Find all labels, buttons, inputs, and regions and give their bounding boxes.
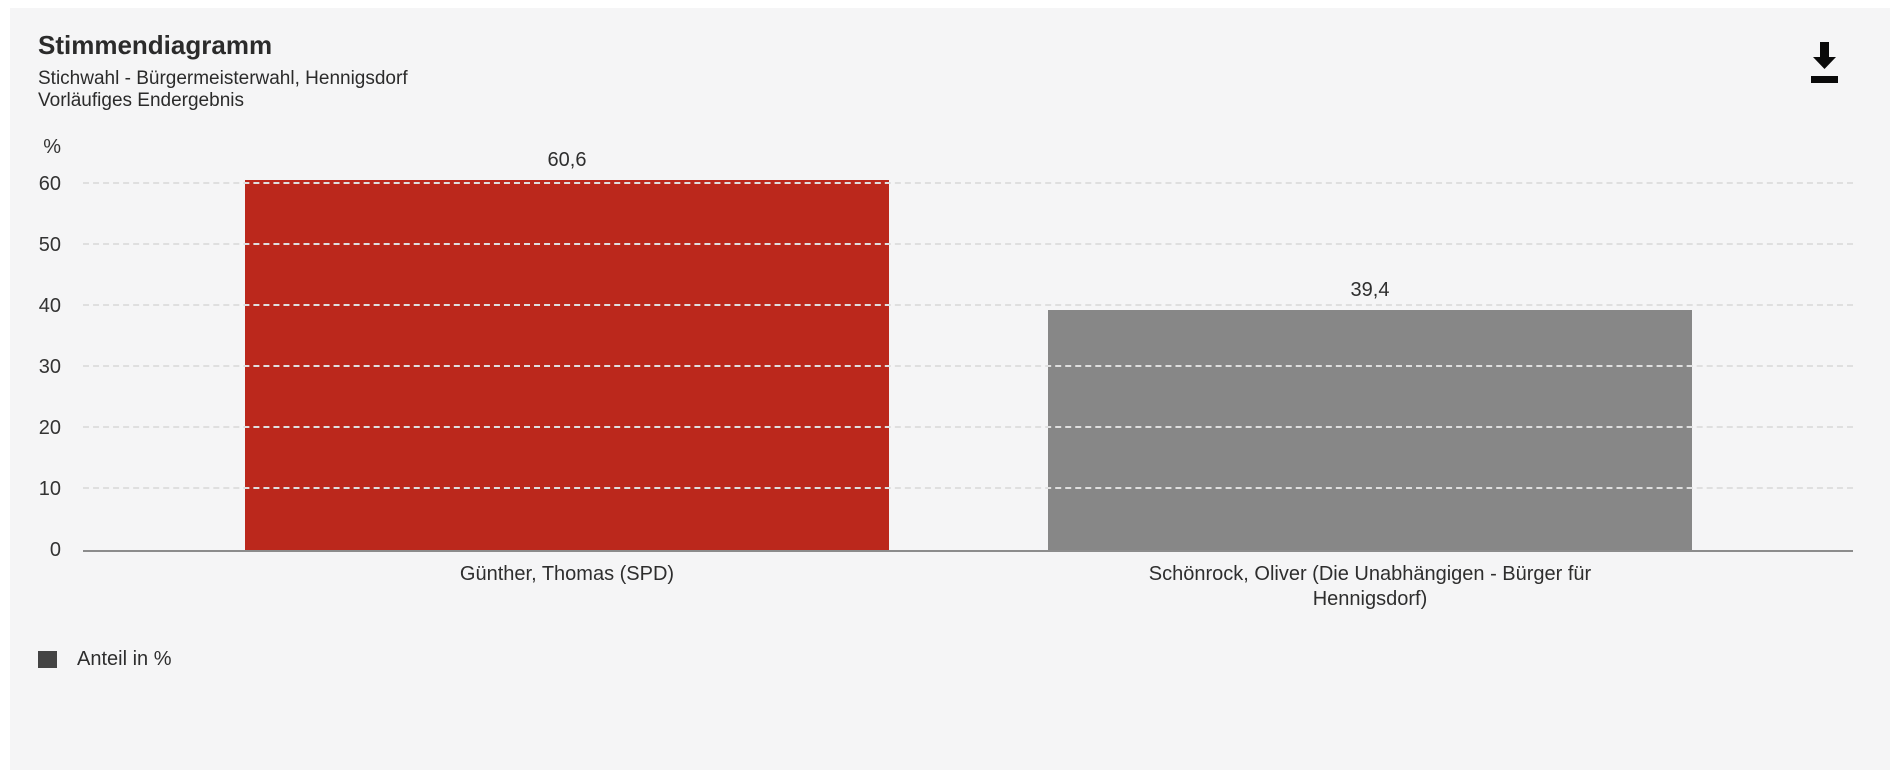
legend-label: Anteil in %	[77, 648, 172, 670]
download-icon	[1810, 42, 1838, 83]
plot-area: % 60,6 39,4 Günther, Thomas (SPD) Schönr…	[39, 136, 1853, 610]
gridline-20	[83, 426, 1853, 428]
legend-swatch	[38, 651, 57, 668]
gridline-30	[83, 365, 1853, 367]
gridline-60	[83, 182, 1853, 184]
y-tick-label-30: 30	[38, 356, 61, 378]
chart-subtitle: Stichwahl - Bürgermeisterwahl, Hennigsdo…	[38, 68, 408, 89]
y-tick-label-0: 0	[49, 539, 61, 561]
category-label-schoenrock: Schönrock, Oliver (Die Unabhängigen - Bü…	[1148, 563, 1592, 610]
chart-panel: Stimmendiagramm Stichwahl - Bürgermeiste…	[10, 8, 1890, 770]
y-axis-unit-label: %	[43, 136, 61, 158]
bar-schoenrock[interactable]	[1048, 309, 1692, 550]
bar-value-label-guenther: 60,6	[547, 149, 587, 172]
x-axis-line	[83, 550, 1853, 552]
gridline-10	[83, 487, 1853, 489]
category-label-guenther: Günther, Thomas (SPD)	[459, 563, 675, 585]
gridline-40	[83, 304, 1853, 306]
chart-status: Vorläufiges Endergebnis	[38, 90, 244, 111]
bar-value-label-schoenrock: 39,4	[1350, 278, 1390, 301]
y-tick-label-50: 50	[38, 234, 61, 256]
y-tick-label-10: 10	[38, 478, 61, 500]
chart-header: Stimmendiagramm Stichwahl - Bürgermeiste…	[38, 30, 408, 112]
y-tick-label-40: 40	[38, 295, 61, 317]
gridline-50	[83, 243, 1853, 245]
legend: Anteil in %	[38, 648, 172, 671]
y-tick-label-20: 20	[38, 417, 61, 439]
chart-title: Stimmendiagramm	[38, 30, 273, 60]
download-button[interactable]	[1806, 40, 1842, 86]
y-tick-label-60: 60	[38, 173, 61, 195]
